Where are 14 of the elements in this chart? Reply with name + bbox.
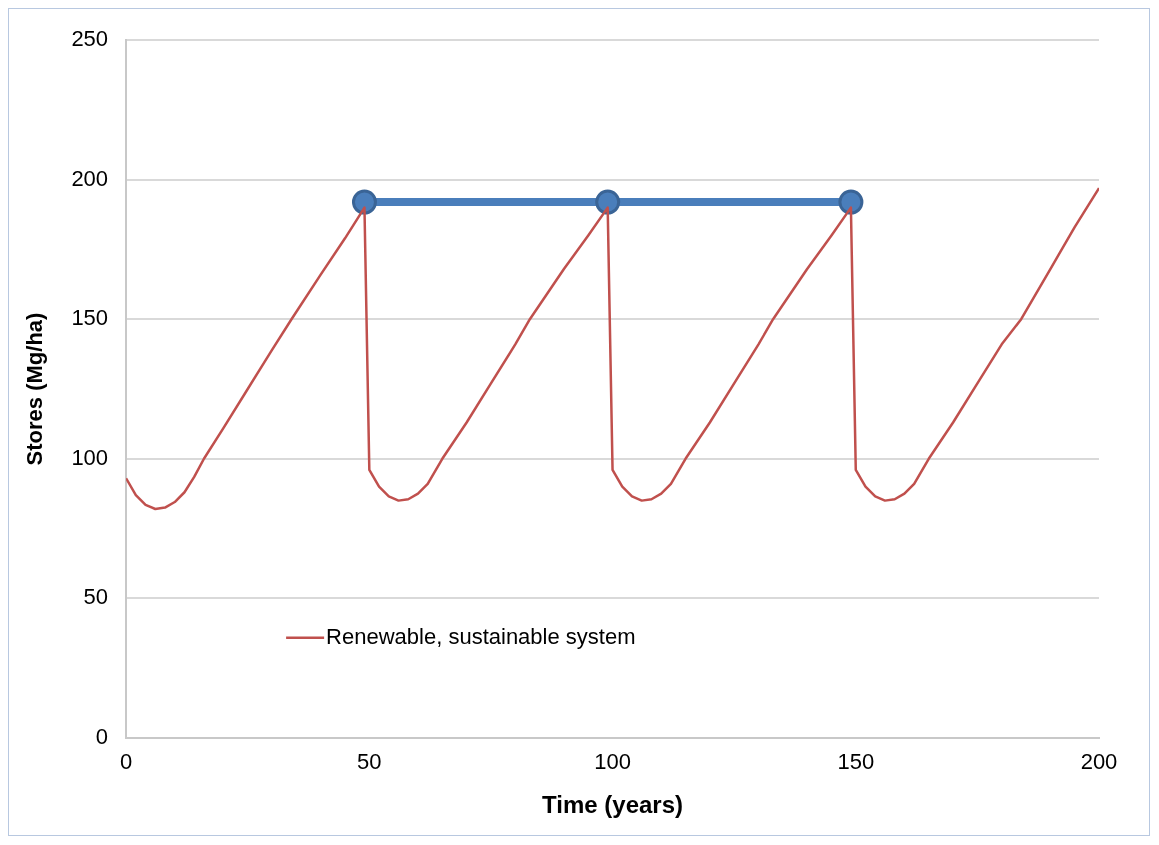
y-tick-label: 50	[83, 584, 109, 610]
x-axis-title: Time (years)	[542, 791, 684, 819]
legend-label: Renewable, sustainable system	[326, 623, 636, 649]
y-axis-title: Stores (Mg/ha)	[22, 312, 48, 466]
y-tick-label: 200	[71, 165, 109, 191]
y-tick-label: 0	[95, 723, 109, 749]
x-tick-label: 0	[119, 749, 133, 775]
y-tick-label: 150	[71, 305, 109, 331]
x-tick-label: 150	[837, 749, 875, 775]
x-tick-label: 100	[594, 749, 631, 775]
x-tick-label: 50	[357, 749, 382, 775]
y-tick-label: 250	[71, 26, 109, 52]
y-tick-label: 100	[71, 444, 109, 470]
x-tick-label: 200	[1080, 749, 1118, 775]
